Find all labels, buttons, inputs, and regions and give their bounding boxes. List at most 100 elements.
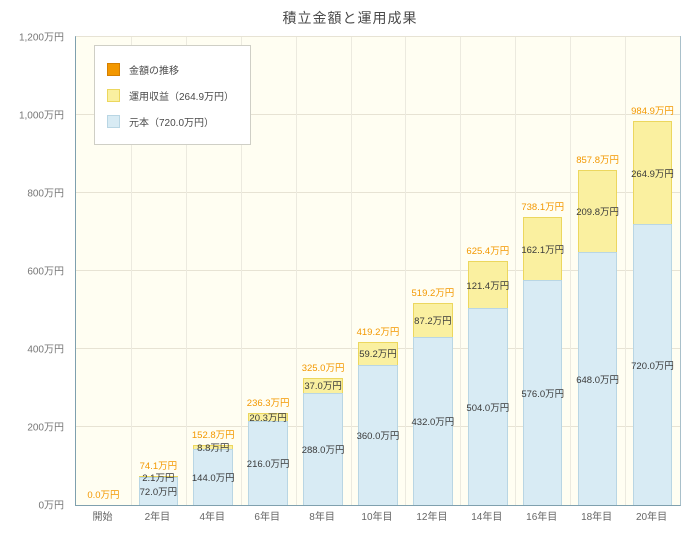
y-tick-label: 1,000万円: [18, 110, 64, 122]
gridline-vertical: [350, 37, 352, 505]
returns-bar-segment: [468, 261, 508, 309]
gridline-vertical: [295, 37, 297, 505]
bar-slot: 576.0万円 162.1万円 738.1万円: [515, 37, 570, 505]
x-tick-label: 16年目: [526, 512, 558, 523]
gridline-horizontal: [76, 270, 680, 271]
legend-item-returns: 運用収益（264.9万円）: [107, 82, 234, 108]
x-axis: 開始 2年目 4年目 6年目 8年目 10年目 12年目 14年目 16年目 18年目 20年目: [75, 508, 679, 528]
principal-bar-segment: [358, 364, 398, 505]
returns-bar-segment: [138, 475, 179, 477]
principal-bar-segment: [138, 476, 179, 505]
bar-slot: 504.0万円 121.4万円 625.4万円: [460, 37, 515, 505]
returns-bar-segment: [358, 341, 398, 365]
principal-swatch-icon: [107, 114, 120, 128]
y-tick-label: 800万円: [27, 188, 64, 200]
y-axis: 0万円 200万円 400万円 600万円 800万円 1,000万円 1,200万円: [0, 33, 70, 512]
returns-swatch-icon: [107, 88, 120, 102]
total-value-label: 236.3万円: [246, 397, 290, 409]
y-tick-label: 1,200万円: [18, 32, 64, 44]
y-tick-label: 600万円: [27, 266, 64, 278]
returns-bar-segment: [577, 170, 618, 253]
legend-item-principal: 元本（720.0万円）: [107, 108, 234, 134]
gridline-horizontal: [76, 114, 680, 115]
returns-bar-segment: [193, 445, 234, 449]
returns-value-label: 209.8万円: [576, 207, 620, 219]
principal-value-label: 216.0万円: [246, 458, 290, 470]
y-tick-label: 200万円: [27, 422, 64, 434]
chart-title: 積立金額と運用成果: [282, 10, 418, 26]
principal-bar-segment: [303, 392, 343, 505]
total-value-label: 74.1万円: [139, 461, 178, 473]
gridline-horizontal: [76, 192, 680, 194]
principal-bar-segment: [632, 224, 673, 505]
principal-bar-segment: [248, 420, 288, 505]
principal-bar-segment: [522, 280, 563, 505]
total-value-label: 519.2万円: [411, 287, 455, 299]
gridline-vertical: [570, 37, 572, 505]
gridline-vertical: [185, 37, 187, 505]
principal-value-label: 144.0万円: [191, 472, 235, 484]
returns-value-label: 2.1万円: [142, 472, 175, 484]
principal-bar-segment: [413, 336, 453, 505]
total-value-label: 325.0万円: [301, 363, 345, 375]
principal-value-label: 288.0万円: [301, 444, 345, 456]
principal-value-label: 432.0万円: [411, 416, 455, 428]
principal-value-label: 720.0万円: [631, 360, 674, 372]
returns-bar-segment: [522, 217, 563, 281]
gridline-vertical: [515, 37, 517, 505]
bar-slot: 648.0万円 209.8万円 857.8万円: [570, 37, 625, 505]
x-tick-label: 18年目: [581, 512, 613, 523]
y-tick-label: 400万円: [27, 344, 64, 356]
returns-value-label: 121.4万円: [466, 280, 510, 292]
legend-label-returns: 運用収益（264.9万円）: [129, 91, 235, 103]
legend-label-principal: 元本（720.0万円）: [129, 117, 215, 129]
bar-slot: 720.0万円 264.9万円 984.9万円: [625, 37, 680, 505]
legend-label-total: 金額の推移: [129, 65, 179, 77]
total-value-label: 984.9万円: [631, 105, 674, 117]
returns-value-label: 162.1万円: [521, 244, 565, 256]
gridline-vertical: [625, 37, 627, 505]
total-value-label: 419.2万円: [356, 326, 400, 338]
returns-bar-segment: [248, 412, 288, 421]
x-tick-label: 8年目: [309, 512, 335, 523]
y-tick-label: 0万円: [38, 500, 64, 512]
gridline-vertical: [460, 37, 462, 505]
total-value-label: 738.1万円: [521, 202, 565, 214]
legend-item-total: 金額の推移: [107, 56, 234, 82]
returns-value-label: 87.2万円: [414, 315, 452, 327]
principal-value-label: 72.0万円: [139, 486, 178, 498]
returns-bar-segment: [632, 120, 673, 225]
plot-area: 金額の推移 運用収益（264.9万円） 元本（720.0万円） 0.0万円 72.…: [75, 36, 681, 506]
total-swatch-icon: [107, 62, 120, 76]
gridline-vertical: [405, 37, 407, 505]
returns-value-label: 20.3万円: [249, 412, 287, 424]
bar-slot: 288.0万円 37.0万円 325.0万円: [296, 37, 351, 505]
x-tick-label: 12年目: [416, 512, 448, 523]
bar-slot: 216.0万円 20.3万円 236.3万円: [241, 37, 296, 505]
gridline-horizontal: [76, 36, 680, 37]
gridline-vertical: [130, 37, 132, 505]
x-tick-label: 20年目: [635, 512, 668, 523]
bar-slot: 144.0万円 8.8万円 152.8万円: [186, 37, 241, 505]
returns-value-label: 8.8万円: [197, 443, 230, 455]
returns-bar-segment: [413, 302, 453, 337]
x-tick-label: 14年目: [471, 512, 503, 523]
x-tick-label: 6年目: [254, 512, 280, 523]
returns-bar-segment: [303, 378, 343, 393]
principal-bar-segment: [468, 308, 508, 505]
total-value-label: 857.8万円: [576, 155, 620, 167]
principal-value-label: 576.0万円: [521, 388, 565, 400]
legend: 金額の推移 運用収益（264.9万円） 元本（720.0万円）: [94, 45, 252, 145]
x-tick-label: 開始: [92, 512, 113, 523]
x-tick-label: 2年目: [144, 512, 171, 523]
total-value-label: 0.0万円: [87, 490, 120, 501]
x-tick-label: 4年目: [199, 512, 226, 523]
returns-value-label: 264.9万円: [631, 168, 674, 180]
principal-bar-segment: [577, 252, 618, 505]
principal-value-label: 360.0万円: [356, 430, 400, 442]
x-tick-label: 10年目: [361, 512, 393, 523]
returns-value-label: 59.2万円: [359, 349, 397, 361]
bar-slot: 360.0万円 59.2万円 419.2万円: [351, 37, 406, 505]
total-value-label: 152.8万円: [191, 430, 235, 442]
